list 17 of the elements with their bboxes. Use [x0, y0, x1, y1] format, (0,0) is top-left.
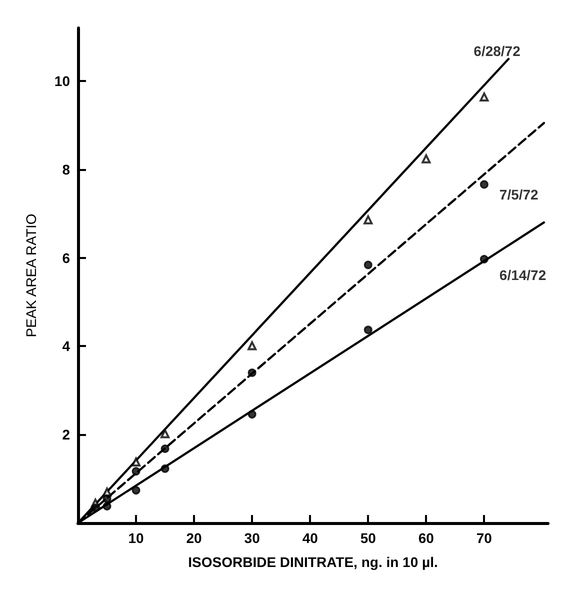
y-tick-label: 6: [62, 250, 70, 266]
x-tick-label: 30: [244, 530, 260, 546]
y-tick-label: 4: [62, 338, 70, 354]
y-axis-title: PEAK AREA RATIO: [23, 214, 39, 338]
text: 6/28/72: [474, 42, 521, 59]
x-tick-label: 10: [128, 530, 144, 546]
x-tick-label: 70: [476, 530, 492, 546]
y-tick-label: 8: [62, 161, 70, 178]
x-tick-label: 40: [302, 530, 318, 546]
x-axis-title: ISOSORBIDE DINITRATE, ng. in 10 µl.: [188, 554, 438, 570]
series-label: 7/5/72: [499, 186, 539, 202]
x-tick-label: 20: [186, 530, 202, 546]
x-tick-label: 60: [418, 530, 434, 546]
y-tick-label: 10: [54, 73, 70, 90]
x-tick-label: 50: [360, 530, 376, 546]
series-label: 6/14/72: [499, 267, 546, 284]
y-tick-label: 2: [62, 426, 70, 443]
